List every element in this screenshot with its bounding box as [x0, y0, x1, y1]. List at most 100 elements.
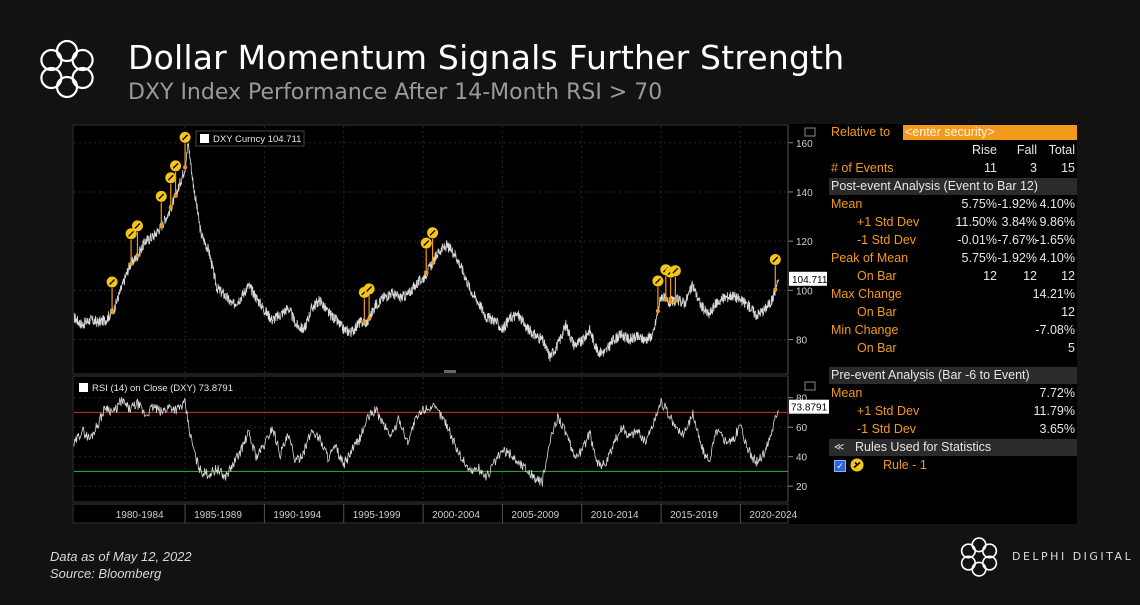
price-y-tick-label: 80: [796, 336, 808, 347]
event-marker-glyph: [654, 278, 661, 284]
post-row-label: On Bar: [857, 341, 897, 355]
post-row-rise: 5.75%: [961, 197, 997, 211]
pre-row-total: 7.72%: [1039, 386, 1075, 400]
page-subtitle: DXY Index Performance After 14-Month RSI…: [128, 80, 663, 105]
rsi-panel-frame: [72, 375, 789, 503]
price-y-tick-label: 120: [796, 237, 813, 248]
post-row: Mean 5.75% -1.92% 4.10%: [829, 196, 1077, 213]
pre-row: +1 Std Dev 11.79%: [829, 403, 1077, 420]
post-row-rise: -0.01%: [957, 233, 997, 247]
events-label: # of Events: [831, 161, 894, 175]
pane-resize-handle: [444, 370, 456, 373]
rsi-legend-label: RSI (14) on Close (DXY) 73.8791: [92, 383, 233, 394]
chart-canvas: 160 140 120 100 80 80 60 40 20 DXY Curncy 104.711…: [72, 124, 829, 524]
page-title: Dollar Momentum Signals Further Strength: [128, 38, 845, 77]
event-point: [168, 205, 173, 210]
post-row: On Bar 12: [829, 304, 1077, 321]
x-axis-label: 1985-1989: [194, 510, 242, 521]
rsi-y-tick-label: 40: [796, 453, 808, 464]
event-point: [663, 297, 668, 302]
price-y-tick-label: 100: [796, 286, 813, 297]
event-point: [135, 253, 140, 258]
post-section-label: Post-event Analysis (Event to Bar 12): [831, 179, 1039, 193]
stats-panel: Relative to <enter security> Rise Fall T…: [829, 124, 1077, 524]
delphi-brand-logo-icon: [960, 537, 998, 577]
rsi-last-value-label: 73.8791: [791, 403, 828, 414]
post-row-total: 14.21%: [1032, 287, 1075, 301]
bloomberg-chart-window: 160 140 120 100 80 80 60 40 20 DXY Curncy 104.711…: [72, 124, 1077, 524]
x-axis-strip: [72, 503, 789, 524]
relative-to-row: Relative to <enter security>: [829, 124, 1077, 141]
post-row-label: On Bar: [857, 269, 897, 283]
collapse-icon[interactable]: ≪: [834, 442, 845, 453]
delphi-logo-icon: [40, 39, 94, 99]
dxy-price-line: [73, 143, 779, 362]
events-rise: 11: [984, 161, 997, 175]
event-point: [424, 271, 429, 276]
post-row-label: Max Change: [831, 287, 902, 301]
event-point: [159, 224, 164, 229]
event-marker-glyph: [429, 229, 436, 236]
col-rise: Rise: [971, 143, 997, 157]
post-row-total: 12: [1061, 305, 1075, 319]
post-row: Min Change -7.08%: [829, 322, 1077, 339]
post-row-label: On Bar: [857, 305, 897, 319]
pre-section-header: Pre-event Analysis (Bar -6 to Event): [829, 367, 1077, 384]
post-row-label: -1 Std Dev: [857, 233, 917, 247]
post-row: Peak of Mean 5.75% -1.92% 4.10%: [829, 250, 1077, 267]
event-marker-glyph: [167, 174, 174, 181]
rules-header: ≪ Rules Used for Statistics: [829, 439, 1077, 456]
x-axis-label: 2010-2014: [591, 510, 639, 521]
pre-row-label: -1 Std Dev: [857, 422, 917, 436]
event-point: [183, 165, 188, 170]
post-row-rise: 11.50%: [955, 215, 997, 229]
event-marker-glyph: [158, 193, 165, 200]
event-point: [362, 320, 367, 325]
event-marker-glyph: [128, 230, 135, 237]
event-marker-glyph: [134, 222, 141, 229]
rsi-y-tick-label: 60: [796, 423, 808, 434]
post-row-fall: -7.67%: [997, 233, 1037, 247]
event-point: [668, 300, 673, 305]
post-section-header: Post-event Analysis (Event to Bar 12): [829, 178, 1077, 195]
events-fall: 3: [1030, 161, 1037, 175]
post-row-label: Mean: [831, 197, 863, 211]
pre-row-label: Mean: [831, 386, 863, 400]
price-panel-frame: [72, 124, 789, 375]
post-row-fall: -1.92%: [997, 197, 1037, 211]
price-legend-swatch: [200, 134, 209, 143]
x-axis-label: 2015-2019: [670, 510, 718, 521]
event-point: [110, 310, 115, 315]
post-row-fall: 12: [1023, 269, 1037, 283]
price-last-value-tag: [789, 271, 827, 286]
post-row: +1 Std Dev 11.50% 3.84% 9.86%: [829, 214, 1077, 231]
rsi-legend-swatch: [79, 383, 88, 392]
x-axis-label: 2020-2024: [749, 510, 797, 521]
x-axis-label: 1990-1994: [273, 510, 321, 521]
rule-checkbox[interactable]: ✓: [834, 460, 846, 472]
event-marker-glyph: [182, 134, 189, 141]
x-axis-label: 1980-1984: [116, 510, 164, 521]
rules-header-label: Rules Used for Statistics: [855, 440, 992, 454]
event-point: [655, 309, 660, 314]
relative-to-input[interactable]: <enter security>: [903, 125, 1077, 140]
source-note: Source: Bloomberg: [50, 566, 162, 581]
price-legend-label: DXY Curncy 104.711: [213, 134, 301, 145]
pre-row: -1 Std Dev 3.65%: [829, 421, 1077, 438]
event-marker-glyph: [772, 256, 779, 263]
event-marker-glyph: [423, 240, 430, 247]
pre-row: Mean 7.72%: [829, 385, 1077, 402]
events-row: # of Events 11 3 15: [829, 160, 1077, 177]
event-marker-glyph: [172, 162, 179, 169]
event-marker-glyph: [672, 267, 679, 274]
events-total: 15: [1061, 161, 1075, 175]
price-last-value-label: 104.711: [792, 275, 828, 286]
col-total: Total: [1048, 143, 1075, 157]
post-row: -1 Std Dev -0.01% -7.67% -1.65%: [829, 232, 1077, 249]
rsi-line: [73, 397, 779, 487]
col-fall: Fall: [1016, 143, 1037, 157]
rsi-last-value-tag: [789, 399, 829, 414]
pre-row-label: +1 Std Dev: [857, 404, 920, 418]
event-point: [129, 261, 134, 266]
rsi-y-tick-label: 80: [796, 394, 808, 405]
